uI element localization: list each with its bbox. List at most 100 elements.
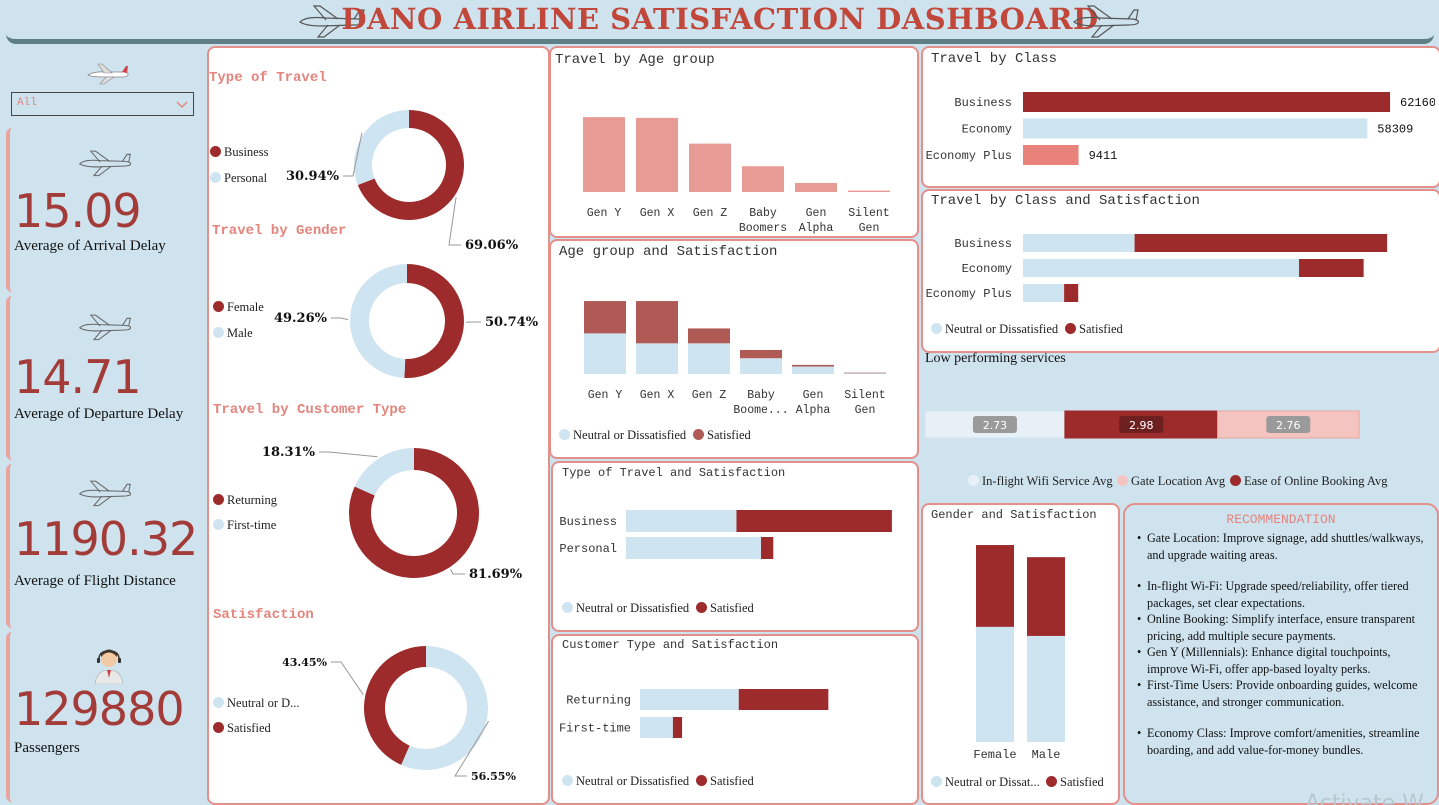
bar-segment[interactable] xyxy=(1064,284,1079,302)
legend-item[interactable]: Business xyxy=(210,145,268,160)
bar-segment[interactable] xyxy=(1027,635,1065,742)
bar-segment[interactable] xyxy=(976,626,1014,742)
gender-satisfaction-panel xyxy=(921,503,1120,805)
bar-segment[interactable] xyxy=(640,689,739,710)
legend-item[interactable]: Satisfied xyxy=(696,774,754,789)
legend-item[interactable]: In-flight Wifi Service Avg xyxy=(968,474,1113,489)
class-satisfaction-bar-chart[interactable]: Business Economy Economy Plus xyxy=(923,230,1435,308)
bar-segment[interactable] xyxy=(736,510,892,532)
leader-line xyxy=(448,197,461,246)
legend-item[interactable]: Neutral or Dissat... xyxy=(931,775,1040,790)
donut-slice[interactable] xyxy=(404,264,464,378)
data-label: 9411 xyxy=(1089,149,1118,163)
age-satisfaction-bar-chart[interactable]: Gen Y Gen X Gen Z Baby Boome... Gen Alpha Silen… xyxy=(551,262,917,418)
donut-slice[interactable] xyxy=(401,646,489,770)
tick-label: Silent xyxy=(844,389,885,402)
tick-label: Economy Plus xyxy=(926,287,1012,301)
bar-segment[interactable] xyxy=(1027,557,1065,636)
bar-segment[interactable] xyxy=(740,358,782,374)
bar[interactable] xyxy=(742,166,784,192)
travel-type-satisfaction-bar-chart[interactable]: Business Personal xyxy=(553,510,917,580)
legend-item[interactable]: Returning xyxy=(213,493,277,508)
legend-item[interactable]: Female xyxy=(213,300,264,315)
bar-segment[interactable] xyxy=(976,545,1014,627)
age-group-bar-chart[interactable]: Gen Y Gen X Gen Z Baby Boomers Gen Alpha Silent… xyxy=(551,70,917,238)
kpi-label: Average of Departure Delay xyxy=(14,406,184,422)
data-label: 58309 xyxy=(1377,123,1413,137)
bar-segment[interactable] xyxy=(738,689,829,710)
bar-segment[interactable] xyxy=(636,343,678,374)
leader-line xyxy=(450,568,465,575)
data-label-box xyxy=(1119,416,1164,433)
bar-segment[interactable] xyxy=(844,372,886,374)
bar[interactable] xyxy=(689,143,731,192)
donut-satisfaction[interactable]: 56.55% 43.45% xyxy=(207,642,550,805)
legend-item[interactable]: Neutral or Dissatisfied xyxy=(562,774,689,789)
airplane-icon xyxy=(87,63,129,85)
bar[interactable] xyxy=(848,190,890,192)
legend-item[interactable]: Satisfied xyxy=(1065,322,1123,337)
tick-label: Economy Plus xyxy=(926,149,1012,163)
chart-title: Travel by Age group xyxy=(555,52,715,68)
legend-item[interactable]: Gate Location Avg xyxy=(1117,474,1225,489)
legend-item[interactable]: Neutral or Dissatisfied xyxy=(562,601,689,616)
legend-item[interactable]: Ease of Online Booking Avg xyxy=(1230,474,1388,489)
donut-type-of-travel[interactable]: 69.06% 30.94% xyxy=(207,96,550,276)
bar-segment[interactable] xyxy=(626,510,737,532)
bar-segment[interactable] xyxy=(584,333,626,374)
bar-segment[interactable] xyxy=(740,349,782,359)
legend-item[interactable]: Satisfied xyxy=(1046,775,1104,790)
donut-slice[interactable] xyxy=(349,264,407,378)
donut-slice[interactable] xyxy=(354,110,409,186)
bar[interactable] xyxy=(1023,118,1368,139)
class-bar-chart[interactable]: Business 62160 Economy 58309 Economy Plus 941… xyxy=(923,86,1435,172)
chart-title: Travel by Class and Satisfaction xyxy=(931,193,1200,209)
donut-slice[interactable] xyxy=(357,110,464,220)
bar-segment[interactable] xyxy=(672,717,683,738)
bar-segment[interactable] xyxy=(688,328,730,344)
legend-item[interactable]: Satisfied xyxy=(693,428,751,443)
donut-slice[interactable] xyxy=(349,448,479,578)
bar[interactable] xyxy=(1023,145,1079,165)
legend-item[interactable]: First-time xyxy=(213,518,276,533)
donut-slice[interactable] xyxy=(364,646,426,765)
legend-item[interactable]: Neutral or D... xyxy=(213,696,300,711)
bar-segment[interactable] xyxy=(584,301,626,334)
bar-segment[interactable] xyxy=(1134,234,1388,252)
legend-item[interactable]: Satisfied xyxy=(213,721,271,736)
filter-dropdown[interactable]: All xyxy=(11,92,194,116)
donut-slice[interactable] xyxy=(354,448,414,496)
low-services-bar-chart[interactable]: 2.73 2.98 2.76 xyxy=(924,410,1364,440)
legend-item[interactable]: Satisfied xyxy=(696,601,754,616)
airplane-icon xyxy=(78,314,132,341)
donut-gender[interactable]: 50.74% 49.26% xyxy=(207,246,550,436)
data-label: 2.73 xyxy=(983,419,1008,432)
legend-item[interactable]: Neutral or Dissatisfied xyxy=(931,322,1058,337)
bar-segment[interactable] xyxy=(626,537,761,559)
bar-segment[interactable] xyxy=(636,301,678,344)
bar-segment[interactable] xyxy=(1299,259,1364,277)
legend-item[interactable]: Personal xyxy=(210,171,267,186)
donut-customer-type[interactable]: 81.69% 18.31% xyxy=(207,436,550,646)
bar-segment[interactable] xyxy=(761,537,774,559)
bar[interactable] xyxy=(1023,92,1391,112)
bar-segment[interactable] xyxy=(1023,259,1300,277)
legend-item[interactable]: Neutral or Dissatisfied xyxy=(559,428,686,443)
bar-segment[interactable] xyxy=(640,717,673,738)
bar-segment[interactable] xyxy=(1023,284,1065,302)
bar[interactable] xyxy=(795,182,837,192)
legend-item[interactable]: Male xyxy=(213,326,253,341)
bar-segment[interactable] xyxy=(792,364,834,367)
kpi-label: Passengers xyxy=(14,740,80,756)
bar[interactable] xyxy=(583,117,625,192)
bar[interactable] xyxy=(636,117,678,192)
tick-label: Business xyxy=(954,96,1012,110)
list-item: In-flight Wi-Fi: Upgrade speed/reliabili… xyxy=(1137,578,1429,611)
kpi-card-departure-delay: 14.71 Average of Departure Delay xyxy=(6,296,204,460)
bar-segment[interactable] xyxy=(844,373,886,374)
bar-segment[interactable] xyxy=(792,366,834,374)
bar-segment[interactable] xyxy=(1023,234,1135,252)
bar-segment[interactable] xyxy=(688,343,730,374)
gender-satisfaction-bar-chart[interactable]: Female Male xyxy=(923,530,1118,770)
customer-satisfaction-bar-chart[interactable]: Returning First-time xyxy=(553,682,917,752)
